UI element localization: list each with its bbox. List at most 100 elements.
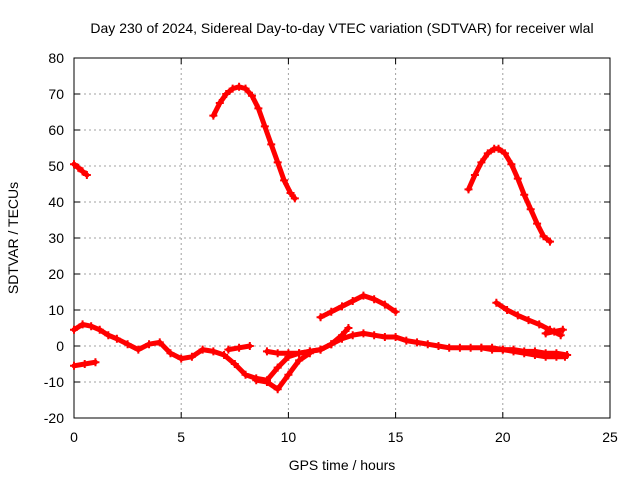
y-tick-label: 40	[48, 194, 64, 210]
grid-lines	[74, 58, 610, 418]
x-tick-label: 20	[495, 429, 511, 445]
data-point	[134, 345, 143, 354]
data-point	[560, 352, 569, 361]
data-point	[535, 320, 544, 329]
data-point	[470, 171, 479, 179]
data-point	[327, 340, 336, 349]
series-arc-9	[224, 342, 254, 354]
data-point	[530, 351, 539, 359]
series-arc-10	[262, 324, 353, 358]
data-point	[78, 320, 87, 329]
data-point	[380, 333, 389, 341]
y-tick-label: -10	[44, 374, 64, 390]
data-point	[209, 347, 218, 356]
data-point	[545, 237, 554, 246]
data-point	[245, 342, 254, 350]
data-point	[520, 190, 529, 199]
y-tick-label: 10	[48, 302, 64, 318]
data-point	[498, 345, 507, 354]
data-point	[295, 349, 304, 358]
series-arc-1	[70, 160, 91, 179]
data-point	[550, 327, 559, 336]
data-point	[254, 104, 263, 113]
data-point	[290, 194, 299, 203]
data-point	[477, 158, 486, 167]
y-tick-label: 50	[48, 158, 64, 174]
data-point	[520, 349, 529, 358]
data-point	[423, 340, 432, 349]
data-point	[273, 385, 282, 394]
x-tick-label: 25	[602, 429, 618, 445]
x-tick-label: 0	[70, 429, 78, 445]
data-point	[187, 352, 196, 361]
y-tick-label: 60	[48, 122, 64, 138]
data-point	[494, 144, 503, 153]
data-point	[338, 331, 346, 340]
series-line	[253, 350, 313, 392]
y-tick-label: 70	[48, 86, 64, 102]
series-arc-3	[464, 144, 554, 246]
data-point	[273, 363, 282, 372]
series-arc-5	[492, 298, 565, 340]
data-point	[112, 334, 121, 343]
data-point	[70, 325, 78, 334]
data-point	[488, 345, 497, 354]
data-point	[87, 322, 96, 331]
axis-ticks	[73, 57, 611, 419]
data-point	[145, 340, 154, 349]
data-point	[455, 343, 464, 352]
data-point	[74, 163, 83, 172]
y-tick-label: 80	[48, 50, 64, 66]
series-line	[466, 146, 553, 245]
series-line	[71, 161, 90, 178]
data-point	[252, 376, 261, 385]
data-point	[552, 352, 561, 361]
y-axis-label: SDTVAR / TECUs	[5, 182, 21, 294]
data-point	[500, 149, 509, 158]
data-point	[370, 331, 379, 340]
data-point	[104, 331, 113, 340]
data-point	[82, 171, 91, 179]
data-point	[222, 90, 231, 98]
data-point	[177, 354, 186, 363]
data-point	[305, 347, 314, 356]
data-point	[526, 205, 535, 214]
data-point	[316, 345, 325, 354]
y-tick-label: -20	[44, 410, 64, 426]
data-point	[509, 347, 518, 356]
data-point	[215, 99, 224, 107]
data-point	[348, 331, 357, 340]
data-point	[464, 185, 473, 194]
data-point	[198, 345, 207, 354]
series-arc-2	[209, 82, 299, 203]
series-line	[210, 84, 298, 201]
data-point	[273, 158, 282, 167]
data-point	[445, 343, 454, 352]
data-point	[539, 232, 548, 241]
series-arc-11	[477, 343, 569, 361]
data-point	[391, 307, 400, 316]
data-point	[247, 91, 256, 100]
x-tick-label: 15	[388, 429, 404, 445]
y-tick-label: 0	[56, 338, 64, 354]
x-axis-label: GPS time / hours	[289, 457, 396, 473]
x-tick-label: 10	[281, 429, 297, 445]
data-point	[348, 297, 357, 305]
data-point	[483, 149, 492, 158]
data-point	[338, 302, 346, 311]
data-point	[466, 343, 475, 352]
data-point	[477, 343, 486, 352]
data-point	[507, 160, 516, 169]
data-point	[541, 329, 550, 338]
data-point	[284, 370, 293, 379]
data-point	[260, 122, 269, 131]
data-point	[344, 324, 353, 332]
data-point	[316, 313, 325, 322]
data-point	[123, 340, 132, 349]
data-point	[267, 140, 276, 149]
data-point	[235, 343, 244, 352]
data-point	[503, 306, 512, 314]
data-point	[295, 356, 304, 365]
data-point	[513, 311, 522, 320]
x-tick-label: 5	[177, 429, 185, 445]
